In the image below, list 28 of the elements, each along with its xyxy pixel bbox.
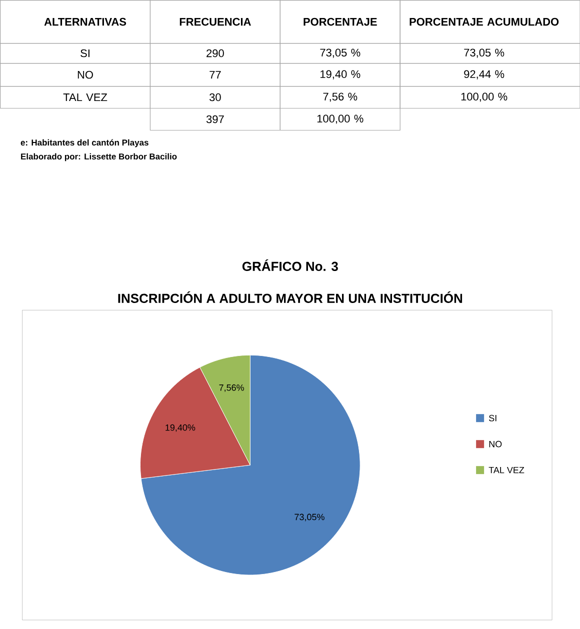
- text: e: Habitantes del cantón Playas: [20, 139, 148, 148]
- chart-subtitle: INSCRIPCIÓN A ADULTO MAYOR EN UNA INSTITUCIÓN: [118, 291, 462, 303]
- text: 290: [206, 49, 224, 58]
- text: Elaborado por: Lissette Borbor Bacilio: [20, 153, 177, 162]
- text: 73,05 %: [320, 48, 360, 58]
- text: 73,05 %: [464, 48, 504, 58]
- data-label: 19,40%: [165, 424, 195, 432]
- text: PORCENTAJE: [304, 18, 377, 26]
- text: SI: [80, 49, 90, 58]
- legend-label: SI: [488, 414, 496, 422]
- chart-title: GRÁFICO No. 3: [242, 259, 338, 272]
- text: ALTERNATIVAS: [44, 18, 126, 26]
- data-label: 73,05%: [294, 514, 324, 522]
- legend-label: TAL VEZ: [488, 466, 524, 474]
- text: FRECUENCIA: [180, 18, 251, 26]
- text: TAL VEZ: [63, 93, 107, 102]
- text: 7,56 %: [323, 92, 357, 102]
- text: 30: [209, 93, 221, 102]
- data-label: 7,56%: [219, 384, 244, 392]
- text: 100,00 %: [461, 92, 508, 102]
- text: 397: [206, 115, 224, 124]
- text: 92,44 %: [464, 70, 504, 80]
- text: 19,40 %: [320, 70, 360, 80]
- text: 100,00 %: [317, 114, 364, 124]
- text: NO: [78, 70, 93, 79]
- legend-label: NO: [489, 440, 502, 448]
- text: 77: [209, 70, 221, 79]
- text: PORCENTAJE ACUMULADO: [410, 18, 558, 26]
